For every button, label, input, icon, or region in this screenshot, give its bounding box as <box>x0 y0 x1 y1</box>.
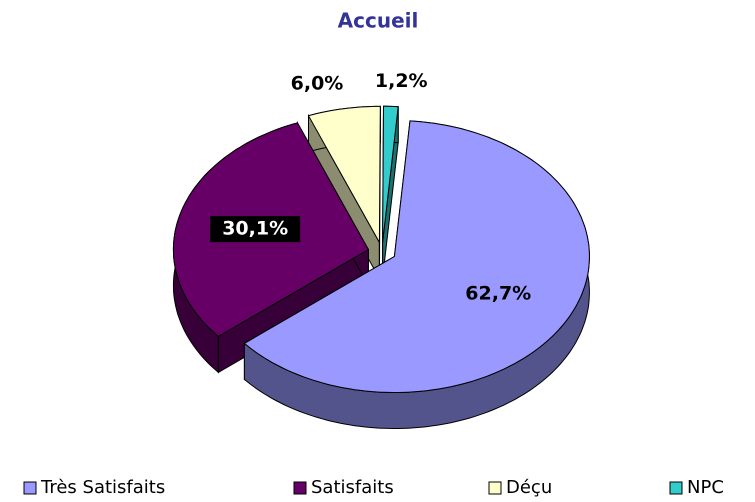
legend-label: NPC <box>687 477 724 498</box>
label-background <box>210 216 301 243</box>
legend-swatch <box>488 481 502 495</box>
legend-label: Satisfaits <box>311 477 394 498</box>
legend-label: Déçu <box>506 477 552 498</box>
slice <box>382 105 399 243</box>
legend-swatch <box>669 481 683 495</box>
data-label: 1,2% <box>375 70 428 92</box>
slice <box>243 120 590 393</box>
data-label: 6,0% <box>291 73 344 95</box>
slice-group <box>243 120 590 429</box>
legend-label: Très Satisfaits <box>40 477 165 498</box>
slice <box>307 105 381 245</box>
slice-group <box>382 105 399 279</box>
legend-swatch <box>23 481 37 495</box>
data-label: 62,7% <box>465 283 531 305</box>
data-label: 30,1% <box>222 218 288 240</box>
legend-swatch <box>293 481 307 495</box>
chart-title: Accueil <box>338 9 419 33</box>
